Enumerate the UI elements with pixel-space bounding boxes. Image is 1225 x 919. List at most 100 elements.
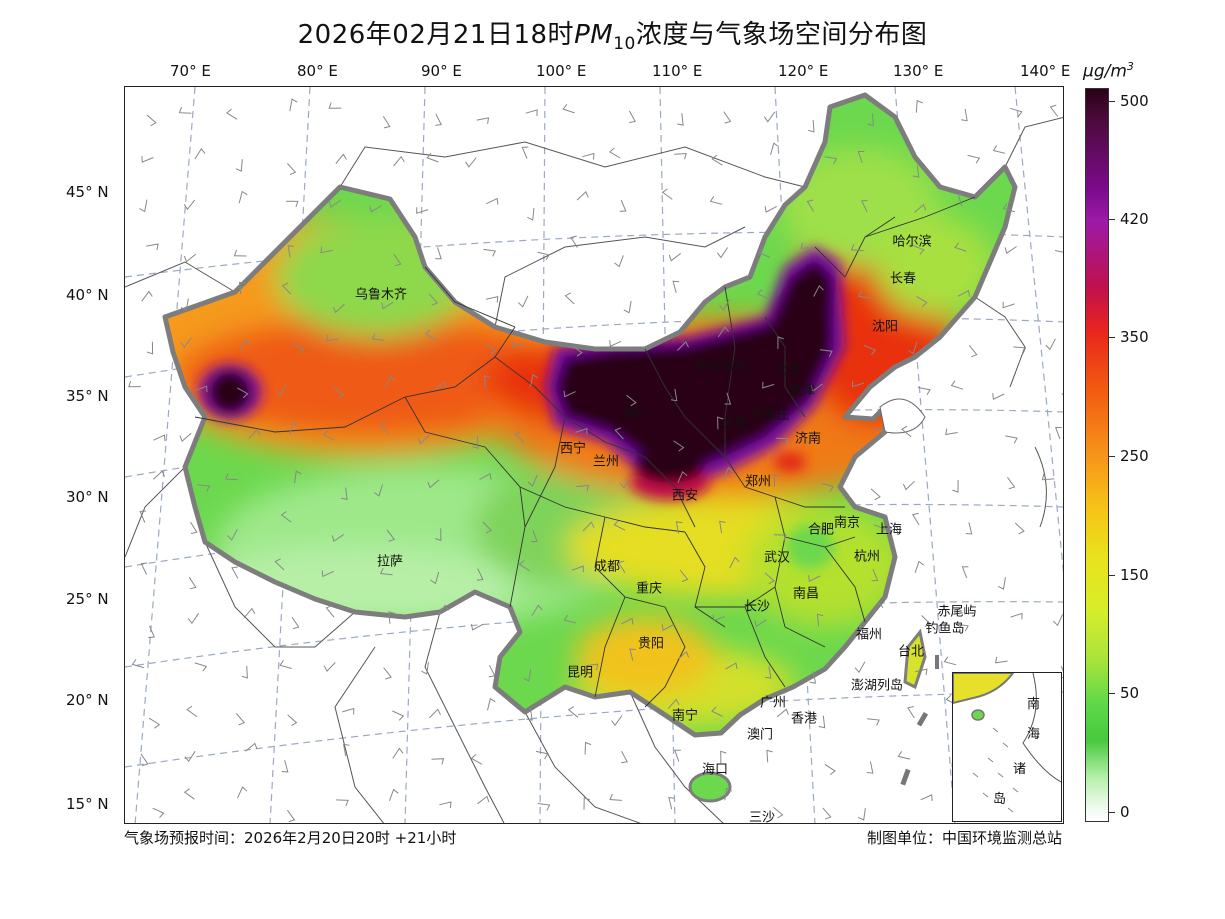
wind-barb bbox=[758, 247, 771, 258]
wind-barb bbox=[717, 416, 724, 430]
wind-barb bbox=[764, 205, 777, 213]
wind-barb bbox=[525, 109, 538, 116]
wind-barb bbox=[153, 434, 166, 442]
wind-barb bbox=[328, 102, 342, 109]
wind-barb bbox=[813, 284, 824, 297]
wind-barb bbox=[967, 154, 981, 164]
wind-barb bbox=[965, 522, 973, 535]
wind-barb bbox=[724, 392, 732, 405]
wind-barb bbox=[576, 191, 589, 201]
wind-barb bbox=[773, 534, 787, 541]
lon-label-100: 100° E bbox=[536, 62, 587, 80]
wind-barb bbox=[431, 758, 445, 765]
wind-barb bbox=[822, 807, 832, 820]
wind-barb bbox=[435, 113, 442, 126]
colorbar bbox=[1085, 88, 1109, 822]
lon-label-140: 140° E bbox=[1020, 62, 1071, 80]
wind-barb bbox=[1054, 427, 1062, 440]
city-chongqing: 重庆 bbox=[635, 581, 663, 597]
wind-barb bbox=[776, 437, 789, 445]
producer-credit: 制图单位：中国环境监测总站 bbox=[866, 829, 1062, 847]
wind-barb bbox=[667, 698, 680, 709]
wind-barb bbox=[465, 157, 477, 168]
wind-barb bbox=[613, 520, 626, 531]
wind-barb bbox=[1005, 435, 1018, 444]
wind-barb bbox=[762, 381, 775, 389]
wind-barb bbox=[1041, 473, 1055, 481]
wind-barb bbox=[241, 665, 248, 679]
wind-barb bbox=[180, 298, 189, 312]
inset-label-hai: 海 bbox=[1027, 727, 1041, 742]
wind-barb bbox=[994, 656, 1008, 664]
wind-barb bbox=[286, 163, 297, 176]
hainan-shape bbox=[688, 771, 732, 803]
wind-barb bbox=[914, 560, 925, 573]
wind-barb bbox=[335, 153, 347, 165]
city-lanzhou: 兰州 bbox=[592, 454, 620, 470]
wind-barb bbox=[477, 795, 490, 805]
wind-barb bbox=[416, 207, 429, 214]
wind-barb bbox=[141, 156, 154, 163]
wind-barb bbox=[379, 567, 393, 576]
wind-barb bbox=[672, 280, 680, 293]
wind-barb bbox=[140, 562, 148, 575]
wind-barb bbox=[294, 470, 302, 484]
city-diaoyudao: 钓鱼岛 bbox=[925, 621, 965, 637]
wind-barb bbox=[571, 565, 584, 573]
colorbar-tickmark bbox=[1109, 219, 1115, 220]
wind-barb bbox=[629, 648, 636, 661]
wind-barb bbox=[393, 155, 405, 167]
city-penghu: 澎湖列岛 bbox=[850, 678, 904, 694]
wind-barb bbox=[184, 750, 196, 763]
wind-barb bbox=[511, 340, 525, 348]
wind-barb bbox=[851, 380, 865, 388]
city-chiweiyu: 赤尾屿 bbox=[937, 604, 977, 620]
lat-label-30: 30° N bbox=[66, 488, 109, 506]
wind-barb bbox=[850, 244, 864, 252]
colorbar-unit-base: μg/m bbox=[1083, 61, 1127, 82]
wind-barb bbox=[226, 108, 238, 120]
wind-barb bbox=[526, 708, 533, 721]
wind-barb bbox=[287, 714, 298, 727]
wind-barb bbox=[670, 388, 678, 402]
wind-barb bbox=[719, 299, 730, 311]
wind-barb bbox=[626, 394, 637, 407]
lon-label-90: 90° E bbox=[421, 62, 462, 80]
wind-barb bbox=[867, 718, 880, 726]
wind-barb bbox=[564, 292, 575, 305]
wind-barb bbox=[628, 110, 636, 123]
wind-barb bbox=[679, 569, 689, 582]
title-prefix: 2026年02月21日18时 bbox=[297, 20, 575, 50]
wind-barb bbox=[275, 384, 287, 397]
wind-barb bbox=[527, 474, 538, 487]
wind-barb bbox=[1045, 338, 1056, 351]
city-zhengzhou: 郑州 bbox=[744, 474, 772, 490]
city-sansha: 三沙 bbox=[748, 810, 776, 824]
wind-barb bbox=[570, 235, 578, 248]
wind-barb bbox=[537, 251, 550, 261]
wind-barb bbox=[238, 281, 246, 295]
wind-barb bbox=[717, 326, 729, 338]
wind-barb bbox=[523, 669, 532, 682]
wind-barb bbox=[968, 344, 978, 358]
colorbar-tick-420: 420 bbox=[1120, 210, 1149, 228]
wind-barb bbox=[281, 760, 289, 773]
wind-barb bbox=[471, 623, 484, 631]
wind-barb bbox=[131, 659, 145, 669]
wind-barb bbox=[908, 342, 918, 355]
colorbar-unit: μg/m3 bbox=[1083, 60, 1134, 82]
wind-barb bbox=[723, 467, 734, 480]
wind-barb bbox=[148, 625, 156, 638]
title-suffix: 浓度与气象场空间分布图 bbox=[635, 20, 928, 50]
wind-barb bbox=[393, 253, 402, 267]
map-title: 2026年02月21日18时PM10浓度与气象场空间分布图 bbox=[0, 14, 1225, 54]
wind-barb bbox=[183, 199, 196, 211]
wind-barb bbox=[531, 604, 543, 616]
wind-barb bbox=[187, 613, 200, 625]
city-harbin: 哈尔滨 bbox=[892, 234, 932, 250]
map-canvas bbox=[125, 87, 1063, 823]
wind-barb bbox=[609, 793, 623, 801]
wind-barb bbox=[527, 207, 535, 221]
city-lhasa: 拉萨 bbox=[376, 554, 404, 570]
wind-barb bbox=[857, 151, 865, 164]
